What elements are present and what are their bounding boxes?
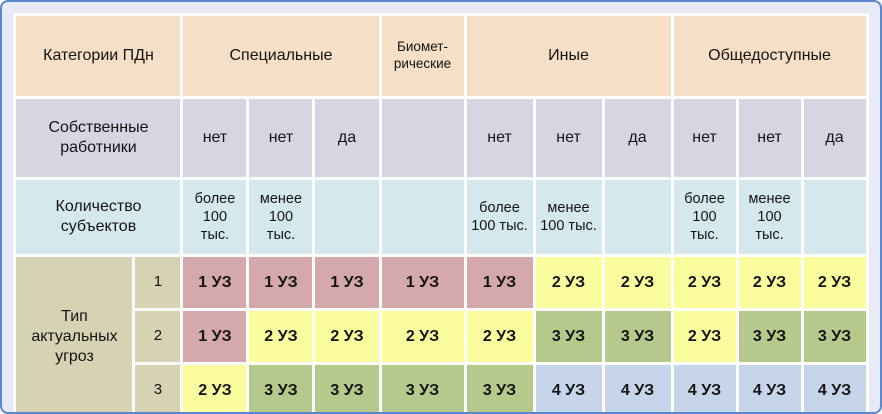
employees-cell: нет: [673, 99, 736, 177]
subjects-cell: менее 100 тыс.: [249, 180, 313, 254]
uz-cell: 4 УЗ: [673, 365, 736, 412]
uz-cell: 3 УЗ: [466, 365, 533, 412]
uz-cell: 4 УЗ: [535, 365, 602, 412]
subjects-row: Количество субъектов более 100 тыс. мене…: [16, 180, 866, 254]
subjects-cell: менее 100 тыс.: [535, 180, 602, 254]
subjects-cell: более 100 тыс.: [466, 180, 533, 254]
uz-cell: 3 УЗ: [738, 311, 801, 362]
subjects-cell: [803, 180, 866, 254]
employees-row: Собственные работники нет нет да нет нет…: [16, 99, 866, 177]
employees-cell: [381, 99, 464, 177]
uz-cell: 2 УЗ: [673, 311, 736, 362]
uz-cell: 2 УЗ: [803, 257, 866, 308]
subjects-cell: менее 100 тыс.: [738, 180, 801, 254]
employees-cell: нет: [183, 99, 247, 177]
uz-cell: 2 УЗ: [249, 311, 313, 362]
subjects-cell: [315, 180, 379, 254]
threat-type-number: 1: [135, 257, 181, 308]
employees-cell: нет: [535, 99, 602, 177]
uz-cell: 1 УЗ: [466, 257, 533, 308]
uz-cell: 2 УЗ: [315, 311, 379, 362]
uz-cell: 1 УЗ: [315, 257, 379, 308]
uz-cell: 1 УЗ: [381, 257, 464, 308]
employees-cell: да: [803, 99, 866, 177]
uz-cell: 3 УЗ: [604, 311, 671, 362]
group-header-other: Иные: [466, 16, 671, 96]
employees-cell: нет: [249, 99, 313, 177]
uz-cell: 3 УЗ: [315, 365, 379, 412]
pdn-protection-table: Категории ПДн Специальные Биомет-рически…: [13, 13, 869, 412]
uz-cell: 1 УЗ: [249, 257, 313, 308]
header-row: Категории ПДн Специальные Биомет-рически…: [16, 16, 866, 96]
employees-row-label: Собственные работники: [16, 99, 181, 177]
employees-cell: да: [604, 99, 671, 177]
group-header-special: Специальные: [183, 16, 379, 96]
threat-level-1-row: Тип актуальных угроз 1 1 УЗ 1 УЗ 1 УЗ 1 …: [16, 257, 866, 412]
uz-cell: 3 УЗ: [535, 311, 602, 362]
uz-cell: 4 УЗ: [803, 365, 866, 412]
employees-cell: нет: [466, 99, 533, 177]
uz-cell: 2 УЗ: [381, 311, 464, 362]
uz-cell: 2 УЗ: [535, 257, 602, 308]
threat-type-number: 3: [135, 365, 181, 412]
threat-type-number: 2: [135, 311, 181, 362]
group-header-biometric: Биомет-рические: [381, 16, 464, 96]
employees-cell: нет: [738, 99, 801, 177]
subjects-cell: [604, 180, 671, 254]
uz-cell: 4 УЗ: [604, 365, 671, 412]
uz-cell: 4 УЗ: [738, 365, 801, 412]
uz-cell: 1 УЗ: [183, 311, 247, 362]
subjects-cell: более 100 тыс.: [183, 180, 247, 254]
uz-cell: 2 УЗ: [673, 257, 736, 308]
employees-cell: да: [315, 99, 379, 177]
threat-level-3-row: 3 2 УЗ 3 УЗ 3 УЗ 3 УЗ 3 УЗ 4 УЗ 4 УЗ 4 У…: [16, 365, 866, 412]
uz-cell: 3 УЗ: [803, 311, 866, 362]
uz-cell: 3 УЗ: [381, 365, 464, 412]
uz-cell: 1 УЗ: [183, 257, 247, 308]
group-header-public: Общедоступные: [673, 16, 866, 96]
uz-cell: 2 УЗ: [466, 311, 533, 362]
uz-cell: 2 УЗ: [183, 365, 247, 412]
subjects-row-label: Количество субъектов: [16, 180, 181, 254]
uz-cell: 3 УЗ: [249, 365, 313, 412]
subjects-cell: [381, 180, 464, 254]
uz-cell: 2 УЗ: [738, 257, 801, 308]
threats-row-label: Тип актуальных угроз: [16, 257, 133, 412]
uz-cell: 2 УЗ: [604, 257, 671, 308]
subjects-cell: более 100 тыс.: [673, 180, 736, 254]
corner-header: Категории ПДн: [16, 16, 181, 96]
threat-level-2-row: 2 1 УЗ 2 УЗ 2 УЗ 2 УЗ 2 УЗ 3 УЗ 3 УЗ 2 У…: [16, 311, 866, 362]
